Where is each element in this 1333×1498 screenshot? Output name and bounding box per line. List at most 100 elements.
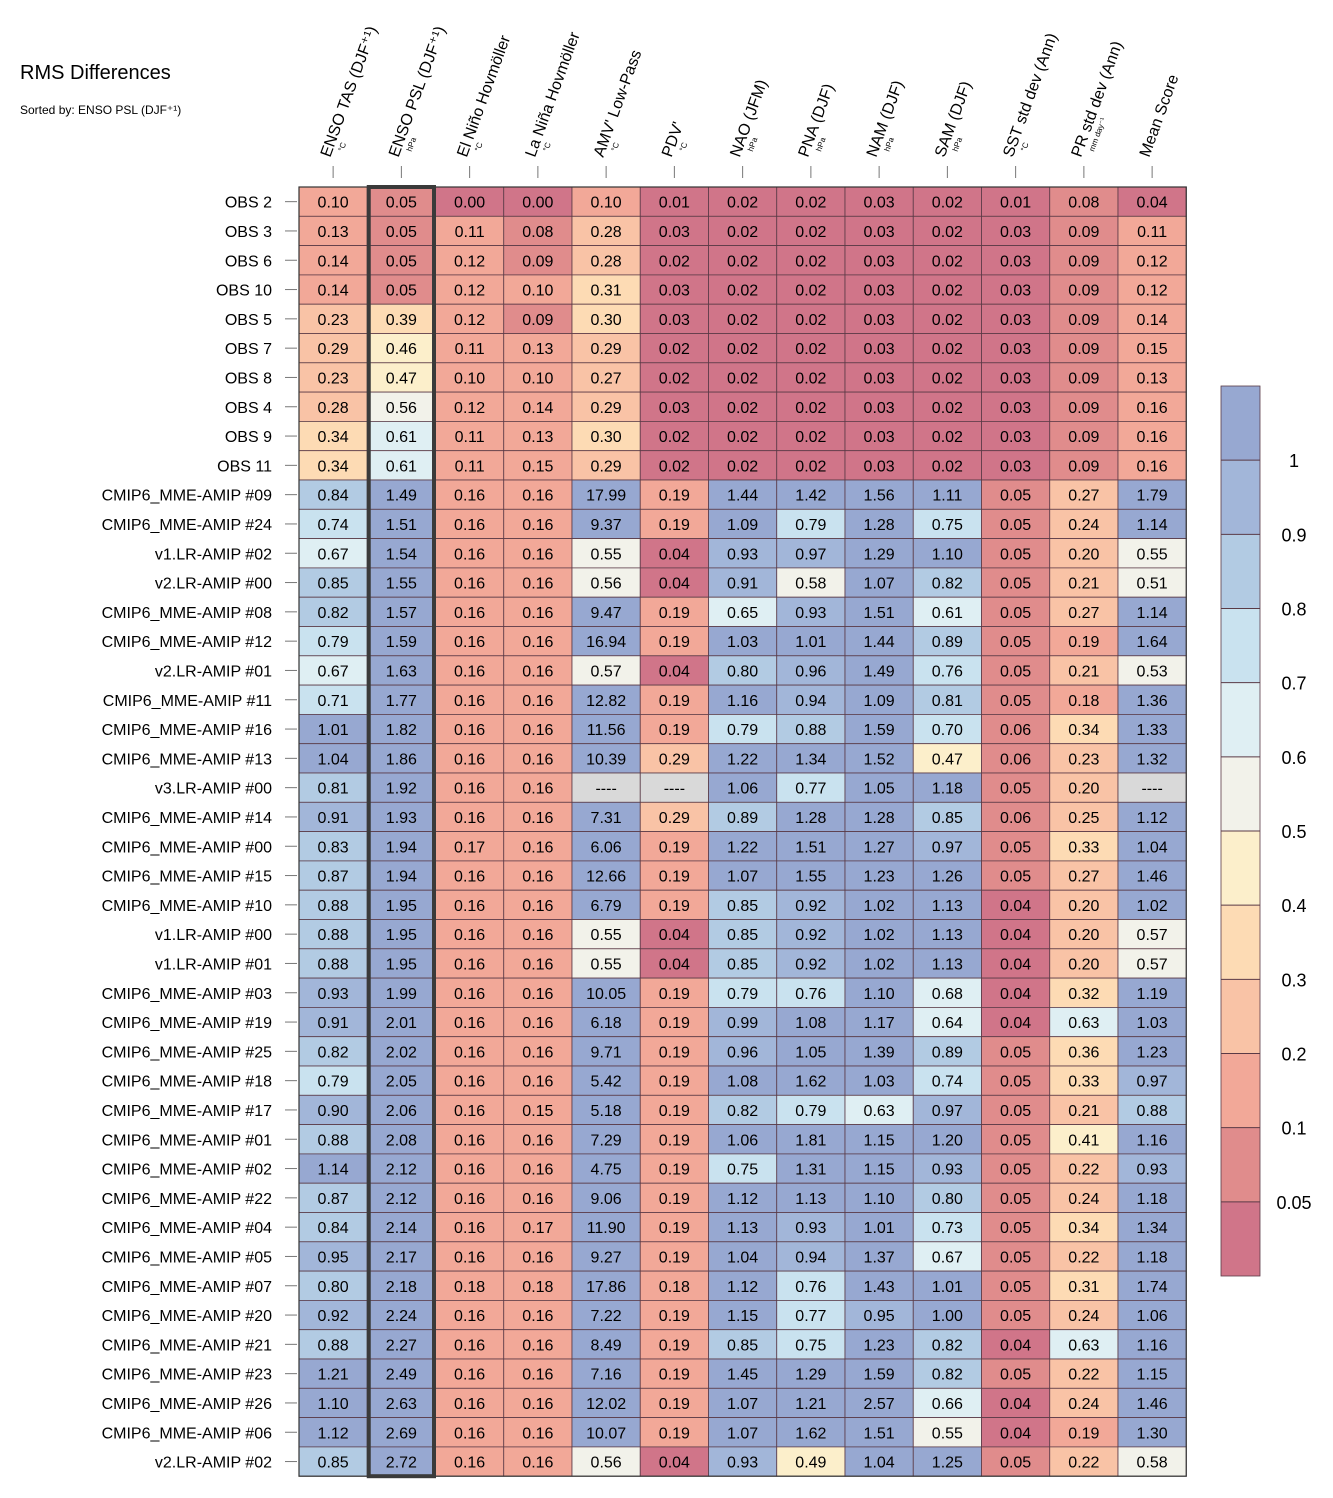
cell-value: 7.31 [591, 810, 622, 827]
heatmap-cell [708, 1270, 778, 1301]
cell-value: 1.44 [864, 634, 895, 651]
cell-value: 0.55 [1137, 546, 1168, 563]
cell-value: 1.99 [386, 986, 417, 1003]
cell-value: 0.02 [727, 458, 758, 475]
heatmap-cell [1049, 1270, 1119, 1301]
heatmap-cell [503, 626, 573, 657]
cell-value: 0.04 [659, 927, 690, 944]
cell-value: 0.63 [864, 1103, 895, 1120]
cell-value: 0.05 [1000, 1455, 1031, 1472]
cell-value: 1.10 [864, 986, 895, 1003]
heatmap-cell [639, 450, 709, 481]
row-label: CMIP6_MME-AMIP #06 [102, 1425, 273, 1442]
heatmap-cell [981, 245, 1051, 276]
heatmap-cell [366, 1300, 436, 1331]
cell-value: 1.07 [727, 1396, 758, 1413]
cell-value: 0.22 [1068, 1249, 1099, 1266]
cell-value: 10.05 [586, 986, 626, 1003]
cell-value: 0.16 [522, 693, 553, 710]
cell-value: 1.19 [1137, 986, 1168, 1003]
heatmap-cell [571, 1212, 641, 1243]
cell-value: 2.06 [386, 1103, 417, 1120]
cell-value: 0.02 [932, 224, 963, 241]
cell-value: 1.16 [1137, 1337, 1168, 1354]
cell-value: 1.95 [386, 927, 417, 944]
heatmap-cell [776, 743, 846, 774]
heatmap-cell [776, 274, 846, 305]
heatmap-cell [1049, 626, 1119, 657]
heatmap-cell [776, 655, 846, 686]
cell-value: 0.05 [1000, 663, 1031, 680]
heatmap-cell [1049, 948, 1119, 979]
colorbar-tick-label: 0.5 [1281, 822, 1306, 842]
heatmap-cell [366, 303, 436, 334]
column-label: AMV' Low-Pass [591, 48, 645, 159]
colorbar-tick-label: 0.8 [1281, 600, 1306, 620]
heatmap-cell [435, 1065, 505, 1096]
row-label: v2.LR-AMIP #02 [155, 1455, 272, 1472]
cell-value: 1.01 [795, 634, 826, 651]
heatmap-cell [844, 1417, 914, 1448]
heatmap-cell [776, 948, 846, 979]
cell-value: 0.16 [522, 1308, 553, 1325]
heatmap-cell [366, 772, 436, 803]
cell-value: 0.16 [1137, 429, 1168, 446]
heatmap-cell [912, 1329, 982, 1360]
cell-value: 1.00 [932, 1308, 963, 1325]
cell-value: 1.14 [1137, 605, 1168, 622]
cell-value: 0.75 [795, 1337, 826, 1354]
cell-value: 0.05 [1000, 693, 1031, 710]
cell-value: 1.43 [864, 1279, 895, 1296]
cell-value: 0.19 [659, 1191, 690, 1208]
heatmap-cell [366, 1094, 436, 1126]
colorbar-tick-label: 0.2 [1281, 1045, 1306, 1065]
heatmap-cell [1117, 1387, 1187, 1419]
heatmap-cell [503, 1417, 573, 1448]
heatmap-cell [639, 626, 709, 657]
heatmap-cell [912, 333, 982, 364]
heatmap-cell [844, 245, 914, 276]
heatmap-cell [435, 1270, 505, 1301]
cell-value: 1.06 [727, 781, 758, 798]
cell-value: 0.03 [659, 312, 690, 329]
column-label: ENSO TAS (DJF⁺¹) [318, 24, 381, 159]
heatmap-cell [981, 1329, 1051, 1360]
cell-value: 1.05 [795, 1044, 826, 1061]
cell-value: 0.25 [1068, 810, 1099, 827]
cell-value: 0.05 [1000, 1308, 1031, 1325]
cell-value: 1.27 [864, 839, 895, 856]
cell-value: 0.19 [659, 722, 690, 739]
heatmap-cell [776, 626, 846, 657]
cell-value: 6.06 [591, 839, 622, 856]
cell-value: 9.06 [591, 1191, 622, 1208]
colorbar-tick-label: 0.05 [1276, 1193, 1311, 1213]
heatmap-cell [708, 743, 778, 774]
heatmap-cell [981, 1387, 1051, 1419]
cell-value: 0.04 [1000, 1337, 1031, 1354]
cell-value: 0.05 [1000, 1074, 1031, 1091]
heatmap-cell [1117, 714, 1187, 745]
colorbar-segment [1221, 831, 1260, 906]
cell-value: 12.82 [586, 693, 626, 710]
heatmap-cell [844, 1300, 914, 1331]
cell-value: 0.16 [454, 1220, 485, 1237]
grid-frame [298, 186, 1187, 1477]
heatmap-cell [1117, 1007, 1187, 1038]
cell-value: 0.19 [659, 1162, 690, 1179]
heatmap-cell [708, 1241, 778, 1272]
heatmap-cell [981, 860, 1051, 891]
cell-value: 0.02 [795, 341, 826, 358]
cell-value: 1.42 [795, 488, 826, 505]
cell-value: 1.55 [795, 869, 826, 886]
heatmap-cell [912, 1007, 982, 1038]
heatmap-cell [1049, 420, 1119, 452]
heatmap-cell [708, 420, 778, 452]
heatmap-cell [912, 1446, 982, 1477]
row-label: CMIP6_MME-AMIP #03 [102, 986, 273, 1003]
row-label: CMIP6_MME-AMIP #19 [102, 1015, 273, 1032]
cell-value: 0.05 [1000, 1191, 1031, 1208]
cell-value: 9.47 [591, 605, 622, 622]
cell-value: 0.05 [386, 195, 417, 212]
chart-subtitle: Sorted by: ENSO PSL (DJF⁺¹) [20, 103, 182, 117]
cell-value: 0.36 [1068, 1044, 1099, 1061]
